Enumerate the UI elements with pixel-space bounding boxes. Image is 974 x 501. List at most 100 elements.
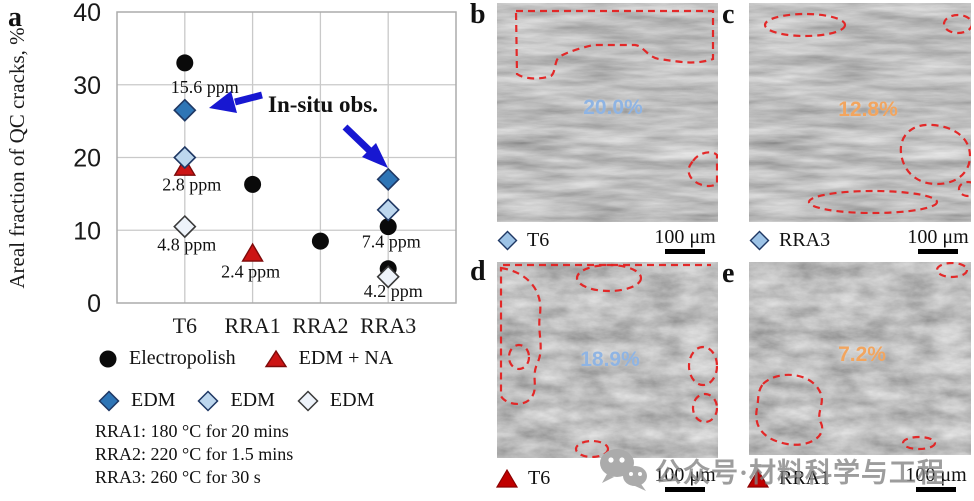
condition-label-e: RRA1 <box>746 467 830 490</box>
note-rra1: RRA1: 180 °C for 20 mins <box>95 421 289 441</box>
legend-row-1: Electropolish EDM + NA <box>98 347 393 370</box>
white-diamond-icon <box>297 389 319 412</box>
condition-text: RRA1 <box>779 467 831 489</box>
ppm-label: 15.6 ppm <box>171 77 239 97</box>
crack-fraction-b: 20.0% <box>583 96 643 119</box>
legend-item-edm-na: EDM + NA <box>264 347 394 370</box>
scalebar-c: 100 μm <box>905 227 971 254</box>
y-tick-label: 0 <box>87 290 101 318</box>
x-tick-label: RRA1 <box>224 313 280 338</box>
y-tick-label: 10 <box>73 217 101 245</box>
y-tick-label: 30 <box>73 72 101 100</box>
crack-outline <box>507 343 531 371</box>
data-point-diamond <box>173 214 197 239</box>
crack-outline <box>691 392 718 424</box>
scalebar-b: 100 μm <box>652 227 718 254</box>
insitu-arrow-left-head <box>209 91 237 113</box>
crack-outline <box>957 180 971 198</box>
lightblue-diamond-icon <box>497 230 518 251</box>
data-point-circle <box>176 54 194 72</box>
scalebar-text: 100 μm <box>654 226 716 248</box>
panel-label-a: a <box>8 2 22 33</box>
x-tick-label: RRA2 <box>292 313 348 338</box>
crack-fraction-e: 7.2% <box>838 343 886 366</box>
scalebar-line <box>918 249 958 254</box>
crack-outline <box>935 262 969 279</box>
condition-text: T6 <box>528 467 551 489</box>
chart-gridlines <box>116 11 457 304</box>
condition-label-d: T6 <box>495 467 550 490</box>
sem-texture <box>497 3 718 222</box>
crack-fraction-d: 18.9% <box>580 348 640 371</box>
scalebar-line <box>916 487 956 492</box>
ppm-label: 2.8 ppm <box>162 175 221 195</box>
legend-label: EDM <box>131 389 176 411</box>
crack-outline <box>514 9 715 80</box>
insitu-annotation: In-situ obs. <box>209 91 388 168</box>
legend-label: EDM + NA <box>298 347 394 369</box>
crack-outline <box>687 345 718 387</box>
sem-image-c <box>749 3 971 222</box>
crack-outline <box>575 263 643 293</box>
data-point-circle <box>311 232 329 250</box>
condition-text: RRA3 <box>779 229 831 251</box>
scalebar-line <box>665 487 705 492</box>
ppm-label: 4.8 ppm <box>157 235 216 255</box>
insitu-arrow-left-shaft <box>234 91 263 106</box>
sem-image-b <box>497 3 718 222</box>
data-point-diamond <box>173 98 197 122</box>
legend-item-electropolish: Electropolish <box>98 347 236 370</box>
legend-label: EDM <box>329 389 375 411</box>
crack-outline <box>807 189 939 215</box>
condition-label-b: T6 <box>497 229 549 252</box>
qc-crack-scatter-chart: 0 10 20 30 40 T6 RRA1 RRA2 RRA3 Areal fraction of… <box>5 0 457 338</box>
note-rra3: RRA3: 260 °C for 30 s <box>95 467 261 487</box>
data-point-circle <box>244 175 262 193</box>
x-tick-label: T6 <box>173 313 197 338</box>
data-point-triangle <box>241 242 264 262</box>
legend-item-edm-white: EDM <box>297 389 374 412</box>
data-point-circle <box>379 218 397 236</box>
legend-row-2: EDM EDM EDM <box>98 389 374 412</box>
y-tick-label: 40 <box>73 0 101 27</box>
scalebar-text: 100 μm <box>905 464 967 486</box>
legend-label: Electropolish <box>129 347 236 369</box>
rra-condition-notes: RRA1: 180 °C for 20 mins RRA2: 220 °C fo… <box>95 420 293 489</box>
x-tick-label: RRA3 <box>360 313 416 338</box>
legend-item-edm-blue: EDM <box>98 389 175 412</box>
y-tick-label: 20 <box>73 145 101 173</box>
crack-outline <box>901 435 937 451</box>
crack-fraction-c: 12.8% <box>838 98 898 121</box>
data-point-diamond <box>376 265 400 289</box>
insitu-arrow-right-shaft <box>342 124 374 155</box>
insitu-arrow-right-head <box>362 143 388 168</box>
data-point-diamond <box>376 198 400 222</box>
blue-diamond-icon <box>98 389 120 412</box>
red-triangle-icon <box>746 468 770 488</box>
crack-outline <box>687 151 718 188</box>
note-rra2: RRA2: 220 °C for 1.5 mins <box>95 444 294 464</box>
insitu-label: In-situ obs. <box>268 92 378 117</box>
crack-outline <box>942 13 971 35</box>
lightblue-diamond-icon <box>749 230 770 251</box>
crack-outline <box>763 12 847 38</box>
crack-outline <box>899 123 971 186</box>
condition-text: T6 <box>527 229 550 251</box>
ppm-label: 4.2 ppm <box>364 281 423 301</box>
ppm-label: 7.4 ppm <box>362 232 421 252</box>
red-triangle-icon <box>264 349 287 367</box>
crack-outline <box>755 373 824 446</box>
scalebar-d: 100 μm <box>652 465 718 492</box>
sem-image-e <box>749 262 971 455</box>
lightblue-diamond-icon <box>197 389 220 412</box>
y-axis-title: Areal fraction of QC cracks, % <box>5 27 29 288</box>
panel-label-d: d <box>470 256 486 287</box>
black-circle-icon <box>99 350 117 367</box>
legend-label: EDM <box>230 389 275 411</box>
scalebar-text: 100 μm <box>654 464 716 486</box>
scalebar-line <box>665 249 705 254</box>
panel-label-e: e <box>722 258 735 289</box>
legend-item-edm-lightblue: EDM <box>197 389 275 412</box>
